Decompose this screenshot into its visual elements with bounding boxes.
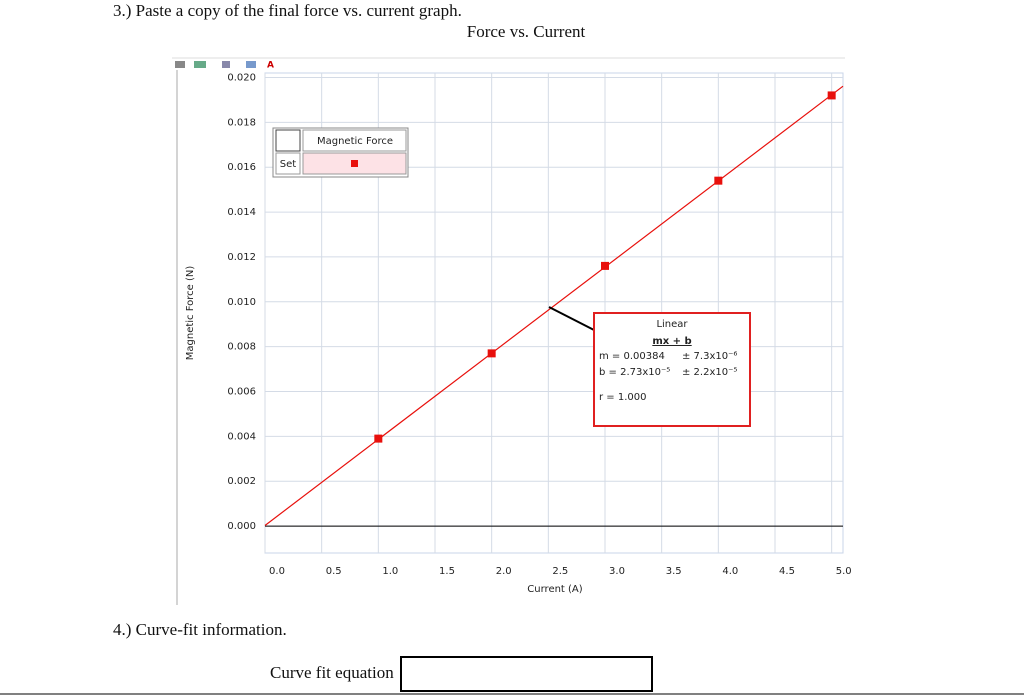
toolbar: A xyxy=(175,61,274,71)
point xyxy=(714,176,723,185)
point xyxy=(601,261,609,270)
question: 4.) Curve-fit information. xyxy=(113,620,287,639)
fit-b-error: ± 2.2x10⁻⁵ xyxy=(682,367,737,378)
x-tick-label: 2.5 xyxy=(552,566,568,577)
x-tick-label: 3.0 xyxy=(609,566,625,577)
legend: Magnetic Force Set xyxy=(272,127,409,178)
y-tick-label: 0.018 xyxy=(227,117,256,128)
y-tick-label: 0.002 xyxy=(227,476,256,487)
x-tick-label: 0.0 xyxy=(269,566,285,577)
x-tick-label: 0.5 xyxy=(326,566,342,577)
callout-pointer xyxy=(548,306,595,331)
x-tick-label: 5.0 xyxy=(836,566,852,577)
fit-r: r = 1.000 xyxy=(599,392,646,403)
svg-text:A: A xyxy=(267,61,274,71)
legend-swatch xyxy=(351,160,358,167)
x-tick-label: 1.0 xyxy=(382,566,398,577)
chart-title: Force vs. Current xyxy=(467,22,586,41)
y-tick-label: 0.006 xyxy=(227,387,256,398)
fit-m: m = 0.00384 xyxy=(599,351,665,362)
legend-entry: Magnetic Force xyxy=(317,136,393,147)
fit-line xyxy=(264,85,844,526)
fit-b: b = 2.73x10⁻⁵ xyxy=(599,367,670,378)
y-tick-label: 0.016 xyxy=(227,162,256,173)
y-tick-label: 0.014 xyxy=(227,207,256,218)
x-axis-label: Current (A) xyxy=(527,584,582,595)
x-tick-label: 2.0 xyxy=(496,566,512,577)
fit-m-error: ± 7.3x10⁻⁶ xyxy=(682,351,737,362)
y-tick-label: 0.008 xyxy=(227,342,256,353)
point xyxy=(374,434,383,443)
y-axis-label: Magnetic Force (N) xyxy=(185,266,196,361)
point xyxy=(827,91,836,100)
x-tick-label: 4.0 xyxy=(722,566,738,577)
question: 3.) Paste a copy of the final force vs. … xyxy=(113,1,462,20)
y-tick-label: 0.012 xyxy=(227,252,256,263)
fit-equation: mx + b xyxy=(652,336,691,347)
fit-title: Linear xyxy=(656,319,688,330)
x-tick-label: 4.5 xyxy=(779,566,795,577)
fit-box: Linear mx + b m = 0.00384 ± 7.3x10⁻⁶ b =… xyxy=(593,312,751,427)
x-tick-label: 3.5 xyxy=(666,566,682,577)
y-tick-label: 0.000 xyxy=(227,521,256,532)
x-tick-label: 1.5 xyxy=(439,566,455,577)
y-tick-label: 0.020 xyxy=(227,72,256,83)
input-box[interactable] xyxy=(400,656,653,692)
legend-row-label: Set xyxy=(280,159,297,170)
y-tick-label: 0.004 xyxy=(227,431,256,442)
field-label: Curve fit equation xyxy=(270,663,394,682)
y-tick-label: 0.010 xyxy=(227,297,256,308)
point xyxy=(487,349,496,358)
